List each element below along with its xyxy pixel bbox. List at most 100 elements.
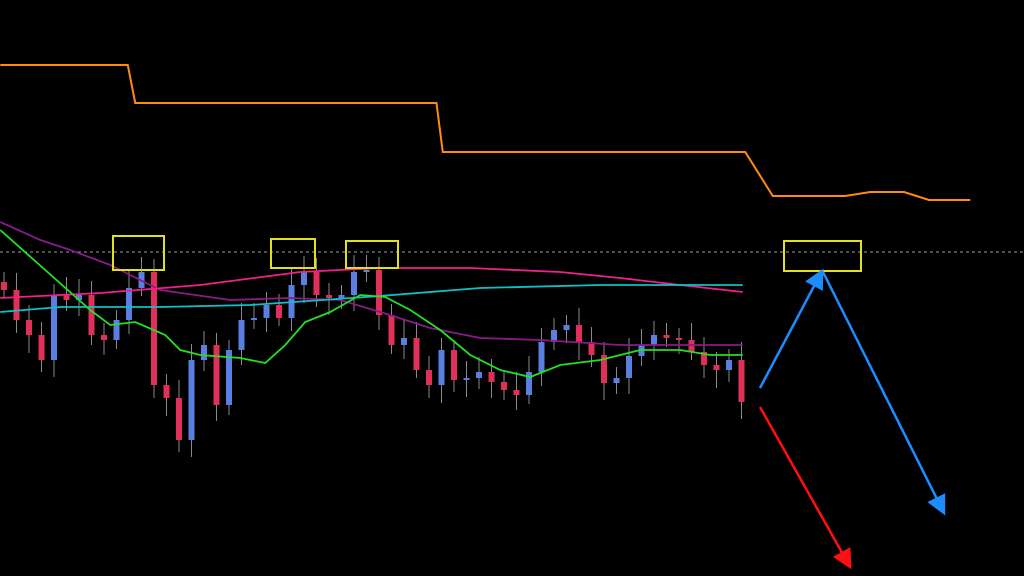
candle-body — [551, 330, 557, 342]
highlight-box-4 — [783, 240, 862, 272]
candle-body — [276, 305, 282, 318]
highlight-box-2 — [270, 238, 316, 269]
candle-body — [688, 340, 695, 352]
candle-body — [163, 385, 170, 398]
candle-body — [701, 352, 707, 365]
moving-average-line — [0, 284, 743, 313]
candle — [13, 273, 20, 333]
candle-body — [401, 338, 407, 345]
candle-body — [438, 350, 445, 385]
candle — [688, 323, 695, 360]
candle-body — [476, 372, 482, 378]
candle — [113, 310, 120, 349]
candle-body — [626, 356, 632, 378]
blue-arrow-up — [758, 268, 824, 389]
candle — [476, 357, 482, 389]
candle-body — [76, 295, 82, 300]
moving-average-line — [0, 267, 743, 299]
candle — [51, 284, 57, 377]
candle — [501, 371, 507, 400]
candle — [301, 256, 307, 303]
candle-body — [501, 382, 507, 390]
candle — [38, 322, 45, 372]
candle-body — [451, 350, 457, 380]
candle — [413, 322, 420, 378]
candle-body — [576, 325, 582, 342]
candle-body — [101, 335, 107, 340]
candle — [101, 323, 107, 355]
candle-body — [413, 338, 420, 370]
candle-body — [251, 318, 257, 320]
candle-body — [263, 305, 270, 318]
candle — [451, 340, 457, 392]
candle — [663, 323, 670, 347]
candle-body — [726, 360, 732, 370]
candle — [426, 356, 432, 398]
candle — [563, 315, 570, 343]
candle-body — [176, 398, 182, 440]
candle — [651, 321, 657, 360]
candle-body — [313, 272, 320, 295]
indicator-lines — [0, 64, 971, 378]
candle-body — [651, 335, 657, 345]
candle-body — [338, 295, 345, 298]
candle — [551, 318, 557, 350]
candle-body — [13, 290, 20, 320]
candle — [126, 271, 132, 334]
candle — [401, 320, 407, 359]
candle-body — [526, 372, 532, 395]
candle-body — [601, 355, 607, 383]
candle-body — [376, 270, 382, 315]
candle-body — [1, 282, 7, 290]
candle — [226, 340, 232, 415]
candle — [538, 328, 545, 386]
candle-body — [613, 378, 620, 383]
candle-body — [738, 360, 745, 402]
moving-average-line — [0, 229, 743, 378]
highlight-box-1 — [112, 235, 165, 271]
candle — [726, 349, 732, 382]
candle-body — [151, 272, 157, 385]
blue-arrow-down — [821, 271, 946, 516]
candle — [376, 257, 382, 330]
candle-body — [363, 270, 370, 272]
candle — [351, 255, 357, 311]
candle — [526, 356, 532, 404]
candle-body — [38, 335, 45, 360]
candle-body — [301, 272, 307, 285]
candle-body — [676, 338, 682, 340]
candle — [738, 342, 745, 419]
candle — [188, 344, 195, 457]
candle-body — [488, 372, 495, 382]
candle-body — [226, 350, 232, 405]
candle-body — [238, 320, 245, 350]
moving-average-line — [0, 221, 743, 346]
candle — [176, 380, 182, 452]
candle — [701, 337, 707, 378]
candle — [201, 331, 207, 371]
candle-body — [663, 335, 670, 338]
candle — [388, 304, 395, 354]
candle-body — [588, 342, 595, 355]
candle-body — [326, 295, 332, 298]
candle — [1, 272, 7, 298]
candle-body — [63, 295, 70, 300]
candle-body — [188, 360, 195, 440]
candle — [463, 361, 470, 397]
candle-body — [713, 365, 720, 370]
candle — [638, 329, 645, 366]
candle-body — [351, 272, 357, 295]
candle — [251, 303, 257, 329]
candle-body — [513, 390, 520, 395]
candle — [213, 333, 220, 421]
candle-body — [201, 345, 207, 360]
candle-body — [463, 378, 470, 380]
candle-body — [26, 320, 32, 335]
candle-body — [51, 295, 57, 360]
highlight-box-3 — [345, 240, 399, 269]
candle — [238, 303, 245, 365]
candle — [76, 279, 82, 316]
candle — [151, 259, 157, 398]
candle — [626, 338, 632, 394]
